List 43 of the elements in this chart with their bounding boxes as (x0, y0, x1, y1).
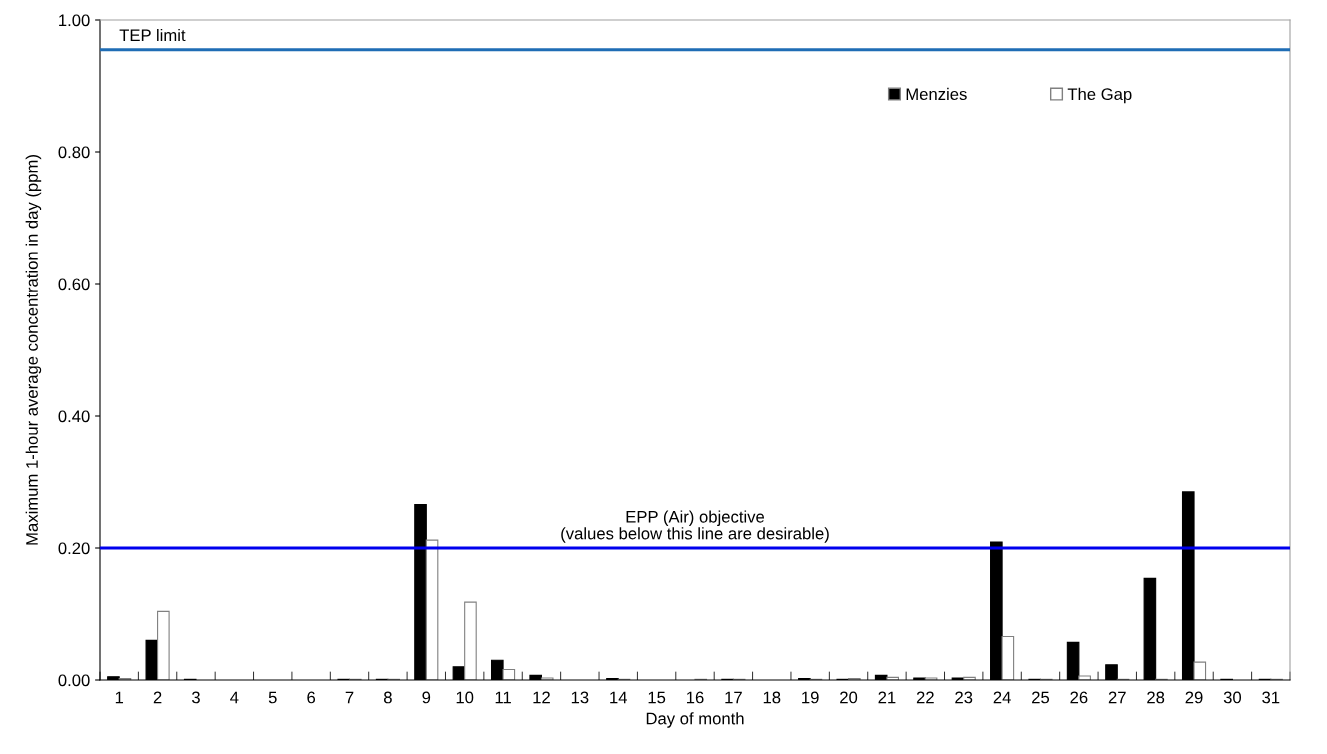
ref-line-label: TEP limit (119, 28, 186, 42)
x-axis-title: Day of month (646, 712, 744, 728)
x-tick-label: 28 (1147, 691, 1165, 704)
x-tick-label: 1 (115, 691, 124, 704)
x-tick-label: 30 (1223, 691, 1242, 704)
x-tick-label: 10 (456, 691, 474, 704)
x-tick-label: 31 (1262, 691, 1280, 704)
x-tick-label: 17 (725, 691, 742, 704)
x-tick-label: 2 (153, 691, 162, 704)
y-tick-label: 0.40 (58, 410, 90, 423)
x-tick-label: 5 (268, 691, 277, 704)
x-tick-label: 4 (230, 691, 239, 704)
x-tick-label: 25 (1032, 691, 1050, 704)
x-tick-label: 26 (1070, 691, 1088, 704)
x-tick-label: 29 (1185, 691, 1203, 704)
x-tick-label: 15 (648, 691, 666, 704)
x-tick-label: 6 (307, 691, 316, 704)
x-tick-label: 16 (687, 691, 704, 704)
x-tick-label: 7 (345, 691, 354, 704)
x-tick-label: 21 (878, 691, 896, 704)
x-tick-label: 8 (383, 691, 392, 704)
x-tick-label: 12 (533, 691, 550, 704)
x-tick-label: 13 (571, 691, 589, 704)
x-tick-label: 22 (916, 691, 934, 704)
y-tick-label: 0.20 (58, 542, 90, 555)
x-tick-label: 14 (610, 691, 628, 704)
y-tick-label: 1.00 (59, 14, 90, 27)
x-tick-label: 20 (840, 691, 858, 704)
y-tick-label: 0.00 (58, 674, 90, 687)
x-tick-label: 24 (993, 691, 1011, 704)
legend-label: Menzies (906, 87, 967, 101)
ref-line-label: EPP (Air) objective (values below this line are desirable) (561, 510, 829, 543)
x-tick-label: 19 (802, 691, 819, 704)
x-tick-label: 27 (1108, 691, 1126, 704)
x-tick-label: 9 (422, 691, 431, 704)
y-axis-title: Maximum 1-hour average concentration in day (ppm) (25, 155, 42, 545)
x-tick-label: 18 (763, 691, 781, 704)
legend-label: The Gap (1067, 87, 1132, 104)
x-tick-label: 23 (955, 691, 973, 704)
y-tick-label: 0.80 (58, 146, 90, 159)
x-tick-label: 11 (495, 691, 511, 704)
y-tick-label: 0.60 (58, 278, 90, 291)
x-tick-label: 3 (191, 691, 200, 704)
